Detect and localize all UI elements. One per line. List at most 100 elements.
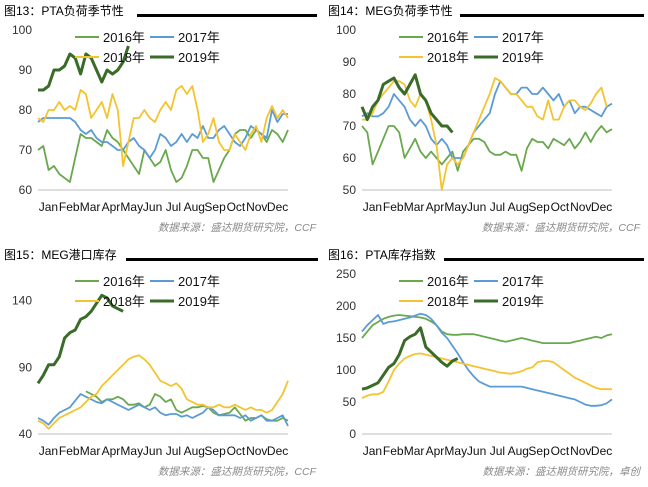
x-tick-label: Dec xyxy=(591,444,612,458)
y-tick-label: 90 xyxy=(19,360,33,374)
x-tick-label: Oct xyxy=(551,200,570,214)
x-tick-label: Sep xyxy=(204,200,226,214)
panel-title: 图14：MEG负荷季节性 xyxy=(328,4,453,18)
x-tick-label: Feb xyxy=(383,200,404,214)
x-tick-label: May xyxy=(444,444,467,458)
x-tick-label: Apr xyxy=(426,200,445,214)
panel-title: 图13：PTA负荷季节性 xyxy=(4,4,124,18)
panel-pta-load: 图13：PTA负荷季节性 60 70 80 90 100 Jan Feb Mar Apr May J… xyxy=(0,0,324,243)
legend-label: 2018年 xyxy=(427,50,469,65)
x-tick-label: Aug xyxy=(184,200,205,214)
x-tick-label: Mar xyxy=(80,444,101,458)
title-rule xyxy=(126,258,318,261)
x-tick-label: May xyxy=(120,444,143,458)
legend-label: 2018年 xyxy=(103,294,145,309)
x-tick-label: Aug xyxy=(184,444,205,458)
series-line-2018 xyxy=(37,354,289,430)
x-tick-label: Sep xyxy=(528,200,550,214)
y-tick-label: 90 xyxy=(19,63,33,77)
x-tick-label: Nov xyxy=(246,444,267,458)
series-line-2016 xyxy=(361,125,613,172)
legend-label: 2016年 xyxy=(427,274,469,289)
x-tick-label: Jul xyxy=(490,444,505,458)
panel-meg-inventory: 图15：MEG港口库存 40 90 140 Jan Feb Mar Apr May Jun Jul… xyxy=(0,244,324,487)
x-tick-label: Jan xyxy=(363,200,382,214)
y-tick-label: 50 xyxy=(343,395,357,409)
source-note: 数据来源：盛达期货研究院，CCF xyxy=(481,222,640,234)
series-line-2016 xyxy=(37,129,289,183)
x-tick-label: Jul xyxy=(166,444,181,458)
chart-pta-load: 60 70 80 90 100 Jan Feb Mar Apr May Jun Jul Aug Sep Oc… xyxy=(12,23,289,214)
legend-label: 2017年 xyxy=(178,274,220,289)
series-line-2019 xyxy=(361,326,459,391)
y-tick-label: 100 xyxy=(336,23,356,37)
legend-label: 2019年 xyxy=(502,50,544,65)
y-tick-label: 250 xyxy=(336,267,356,281)
y-tick-label: 60 xyxy=(343,151,357,165)
chart-meg-load: 50 60 70 80 90 100 Jan Feb Mar Apr May Jun Jul Aug Sep… xyxy=(336,23,613,214)
chart-pta-inventory: 0 50 100 150 200 250 Jan Feb Mar Apr May Jun Jul Aug S… xyxy=(336,267,613,458)
legend-label: 2017年 xyxy=(502,30,544,45)
source-note: 数据来源：盛达期货研究院，CCF xyxy=(157,222,316,234)
x-tick-label: Dec xyxy=(267,444,288,458)
series-line-2016 xyxy=(361,314,613,344)
y-tick-label: 80 xyxy=(19,103,33,117)
x-tick-label: Feb xyxy=(59,200,80,214)
x-tick-label: May xyxy=(444,200,467,214)
panel-pta-inventory: 图16：PTA库存指数 0 50 100 150 200 250 Jan Feb Mar Apr M… xyxy=(324,244,648,487)
y-tick-label: 150 xyxy=(336,331,356,345)
x-tick-label: Jul xyxy=(490,200,505,214)
panel-title: 图15：MEG港口库存 xyxy=(4,248,117,262)
y-tick-label: 50 xyxy=(343,183,357,197)
legend-label: 2016年 xyxy=(103,30,145,45)
x-tick-label: Jun xyxy=(143,444,162,458)
x-tick-label: Oct xyxy=(227,444,246,458)
legend-label: 2018年 xyxy=(427,294,469,309)
legend-label: 2019年 xyxy=(178,294,220,309)
legend-label: 2016年 xyxy=(103,274,145,289)
series-line-2018 xyxy=(362,77,608,191)
x-tick-label: Nov xyxy=(570,444,591,458)
y-tick-label: 40 xyxy=(19,427,33,441)
series-line-2019 xyxy=(38,45,130,92)
legend-label: 2017年 xyxy=(178,30,220,45)
y-tick-label: 90 xyxy=(343,55,357,69)
title-rule xyxy=(137,14,317,17)
x-tick-label: May xyxy=(120,200,143,214)
series-line-2017 xyxy=(37,109,288,159)
x-tick-label: Apr xyxy=(102,444,121,458)
x-tick-label: Aug xyxy=(508,200,529,214)
x-tick-label: Feb xyxy=(59,444,80,458)
series-line-2018 xyxy=(361,352,612,400)
y-tick-label: 80 xyxy=(343,87,357,101)
x-tick-label: Apr xyxy=(102,200,121,214)
x-tick-label: Jun xyxy=(467,200,486,214)
x-tick-label: Apr xyxy=(426,444,445,458)
y-tick-label: 70 xyxy=(19,143,33,157)
y-tick-label: 70 xyxy=(343,119,357,133)
legend-label: 2016年 xyxy=(427,30,469,45)
legend-label: 2019年 xyxy=(178,50,220,65)
x-tick-label: Oct xyxy=(227,200,246,214)
y-tick-label: 100 xyxy=(12,23,32,37)
x-tick-label: Dec xyxy=(267,200,288,214)
x-tick-label: Dec xyxy=(591,200,612,214)
y-tick-label: 200 xyxy=(336,299,356,313)
x-tick-label: Nov xyxy=(246,200,267,214)
series-line-2019 xyxy=(360,73,454,134)
x-tick-label: Mar xyxy=(404,444,425,458)
y-tick-label: 140 xyxy=(12,294,32,308)
series-line-2019 xyxy=(36,293,124,385)
chart-meg-inventory: 40 90 140 Jan Feb Mar Apr May Jun Jul Aug Sep Oct Nov… xyxy=(12,274,289,458)
x-tick-label: Nov xyxy=(570,200,591,214)
x-tick-label: Jan xyxy=(363,444,382,458)
series-line-2017 xyxy=(361,312,613,407)
series-line-2018 xyxy=(37,85,289,167)
x-tick-label: Aug xyxy=(508,444,529,458)
y-tick-label: 100 xyxy=(336,363,356,377)
x-tick-label: Jan xyxy=(39,444,58,458)
legend-label: 2017年 xyxy=(502,274,544,289)
x-tick-label: Jun xyxy=(143,200,162,214)
legend-label: 2019年 xyxy=(502,294,544,309)
x-tick-label: Sep xyxy=(204,444,226,458)
